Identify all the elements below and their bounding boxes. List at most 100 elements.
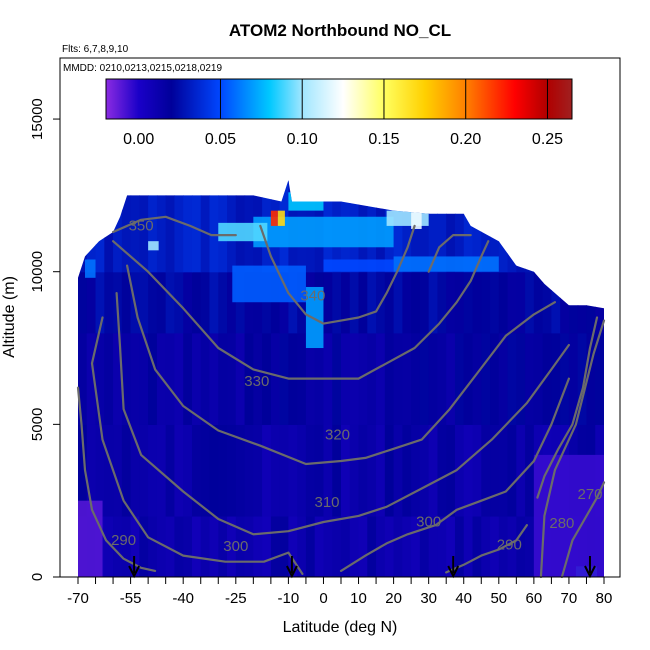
x-axis-title: Latitude (deg N): [283, 619, 398, 636]
contour-label: 340: [300, 288, 325, 305]
colorbar: 0.00 0.05 0.10 0.15 0.20 0.25: [105, 78, 573, 148]
heatmap-cell: [139, 424, 149, 517]
heatmap-patch: [288, 192, 324, 211]
heatmap-cell: [454, 424, 465, 517]
heatmap-cell: [463, 424, 474, 517]
heatmap-cell: [454, 515, 465, 577]
x-tick-label: -40: [172, 590, 194, 607]
heatmap-cell: [218, 271, 228, 334]
heatmap-cell: [542, 332, 552, 425]
heatmap-cell: [384, 271, 395, 334]
heatmap-cell: [568, 180, 579, 273]
heatmap-cell: [349, 271, 360, 334]
heatmap-cell: [174, 180, 184, 273]
heatmap-cell: [516, 271, 526, 334]
heatmap-cell: [384, 332, 395, 425]
heatmap-cell: [463, 180, 474, 273]
heatmap-cell: [437, 424, 447, 517]
heatmap-cell: [139, 271, 149, 334]
heatmap-cell: [139, 515, 149, 577]
heatmap-cell: [446, 271, 456, 334]
heatmap-cell: [367, 271, 377, 334]
heatmap-cell: [507, 180, 517, 273]
heatmap-cell: [78, 271, 88, 334]
heatmap-cell: [516, 515, 526, 577]
heatmap-cell: [349, 515, 360, 577]
heatmap-cell: [165, 515, 176, 577]
y-tick-label: 0: [29, 573, 46, 581]
heatmap-cell: [525, 180, 535, 273]
heatmap-cell: [551, 271, 561, 334]
contour-line: [90, 316, 304, 575]
heatmap-cell: [332, 424, 342, 517]
heatmap-cell: [244, 271, 254, 334]
heatmap-cell: [498, 180, 509, 273]
heatmap-cell: [104, 271, 114, 334]
heatmap-cell: [507, 424, 517, 517]
heatmap-cell: [595, 332, 604, 425]
contour-line: [445, 524, 528, 574]
heatmap-cell: [463, 271, 474, 334]
contour-line: [339, 377, 570, 572]
heatmap-cell: [288, 424, 298, 517]
heatmap-cell: [358, 424, 368, 517]
heatmap-cell: [323, 515, 333, 577]
heatmap-cell: [419, 424, 430, 517]
heatmap-cell: [428, 424, 439, 517]
heatmap-cell: [525, 424, 535, 517]
contour-label: 290: [111, 532, 136, 549]
heatmap-cell: [191, 515, 202, 577]
heatmap-cell: [104, 332, 114, 425]
heatmap-patch: [78, 500, 103, 577]
heatmap-patch: [411, 210, 422, 229]
heatmap-cell: [279, 424, 289, 517]
heatmap-cell: [113, 424, 123, 517]
heatmap-cell: [279, 271, 289, 334]
heatmap-cell: [200, 515, 211, 577]
heatmap-cell: [86, 332, 97, 425]
heatmap-cell: [525, 271, 535, 334]
heatmap-cell: [481, 271, 491, 334]
heatmap-cell: [507, 515, 517, 577]
heatmap-cell: [121, 424, 132, 517]
heatmap-cell: [209, 332, 219, 425]
heatmap-patch: [270, 210, 278, 226]
contour-label: 300: [416, 514, 441, 531]
heatmap-cell: [139, 180, 149, 273]
colorbar-dividers: [219, 79, 548, 119]
heatmap-cell: [560, 271, 570, 334]
heatmap-cell: [551, 332, 561, 425]
colorbar-tick-label: 0.10: [287, 131, 318, 148]
heatmap-cell: [577, 332, 588, 425]
heatmap-cell: [525, 515, 535, 577]
heatmap-cell: [86, 271, 97, 334]
heatmap-cell: [454, 332, 465, 425]
heatmap-cell: [454, 271, 465, 334]
heatmap-cell: [227, 515, 237, 577]
heatmap-cell: [560, 180, 570, 273]
heatmap-cell: [288, 271, 298, 334]
contour-label: 280: [549, 515, 574, 532]
heatmap-cell: [332, 271, 342, 334]
heatmap-cell: [393, 515, 403, 577]
heatmap-cell: [279, 515, 289, 577]
heatmap-cell: [332, 515, 342, 577]
heatmap-cell: [183, 424, 193, 517]
heatmap-cell: [577, 180, 588, 273]
heatmap-cell: [446, 424, 456, 517]
x-tick-label: -25: [225, 590, 247, 607]
heatmap-cell: [270, 515, 281, 577]
heatmap-cell: [262, 271, 272, 334]
heatmap-cell: [165, 424, 176, 517]
heatmap-cell: [121, 515, 132, 577]
heatmap-cell: [218, 515, 228, 577]
heatmap-cell: [472, 271, 482, 334]
heatmap-cell: [165, 180, 176, 273]
heatmap-cell: [498, 271, 509, 334]
heatmap-cell: [235, 515, 246, 577]
heatmap-cell: [568, 271, 579, 334]
x-tick-label: 80: [596, 590, 613, 607]
heatmap-cell: [148, 332, 158, 425]
heatmap-cell: [402, 271, 412, 334]
